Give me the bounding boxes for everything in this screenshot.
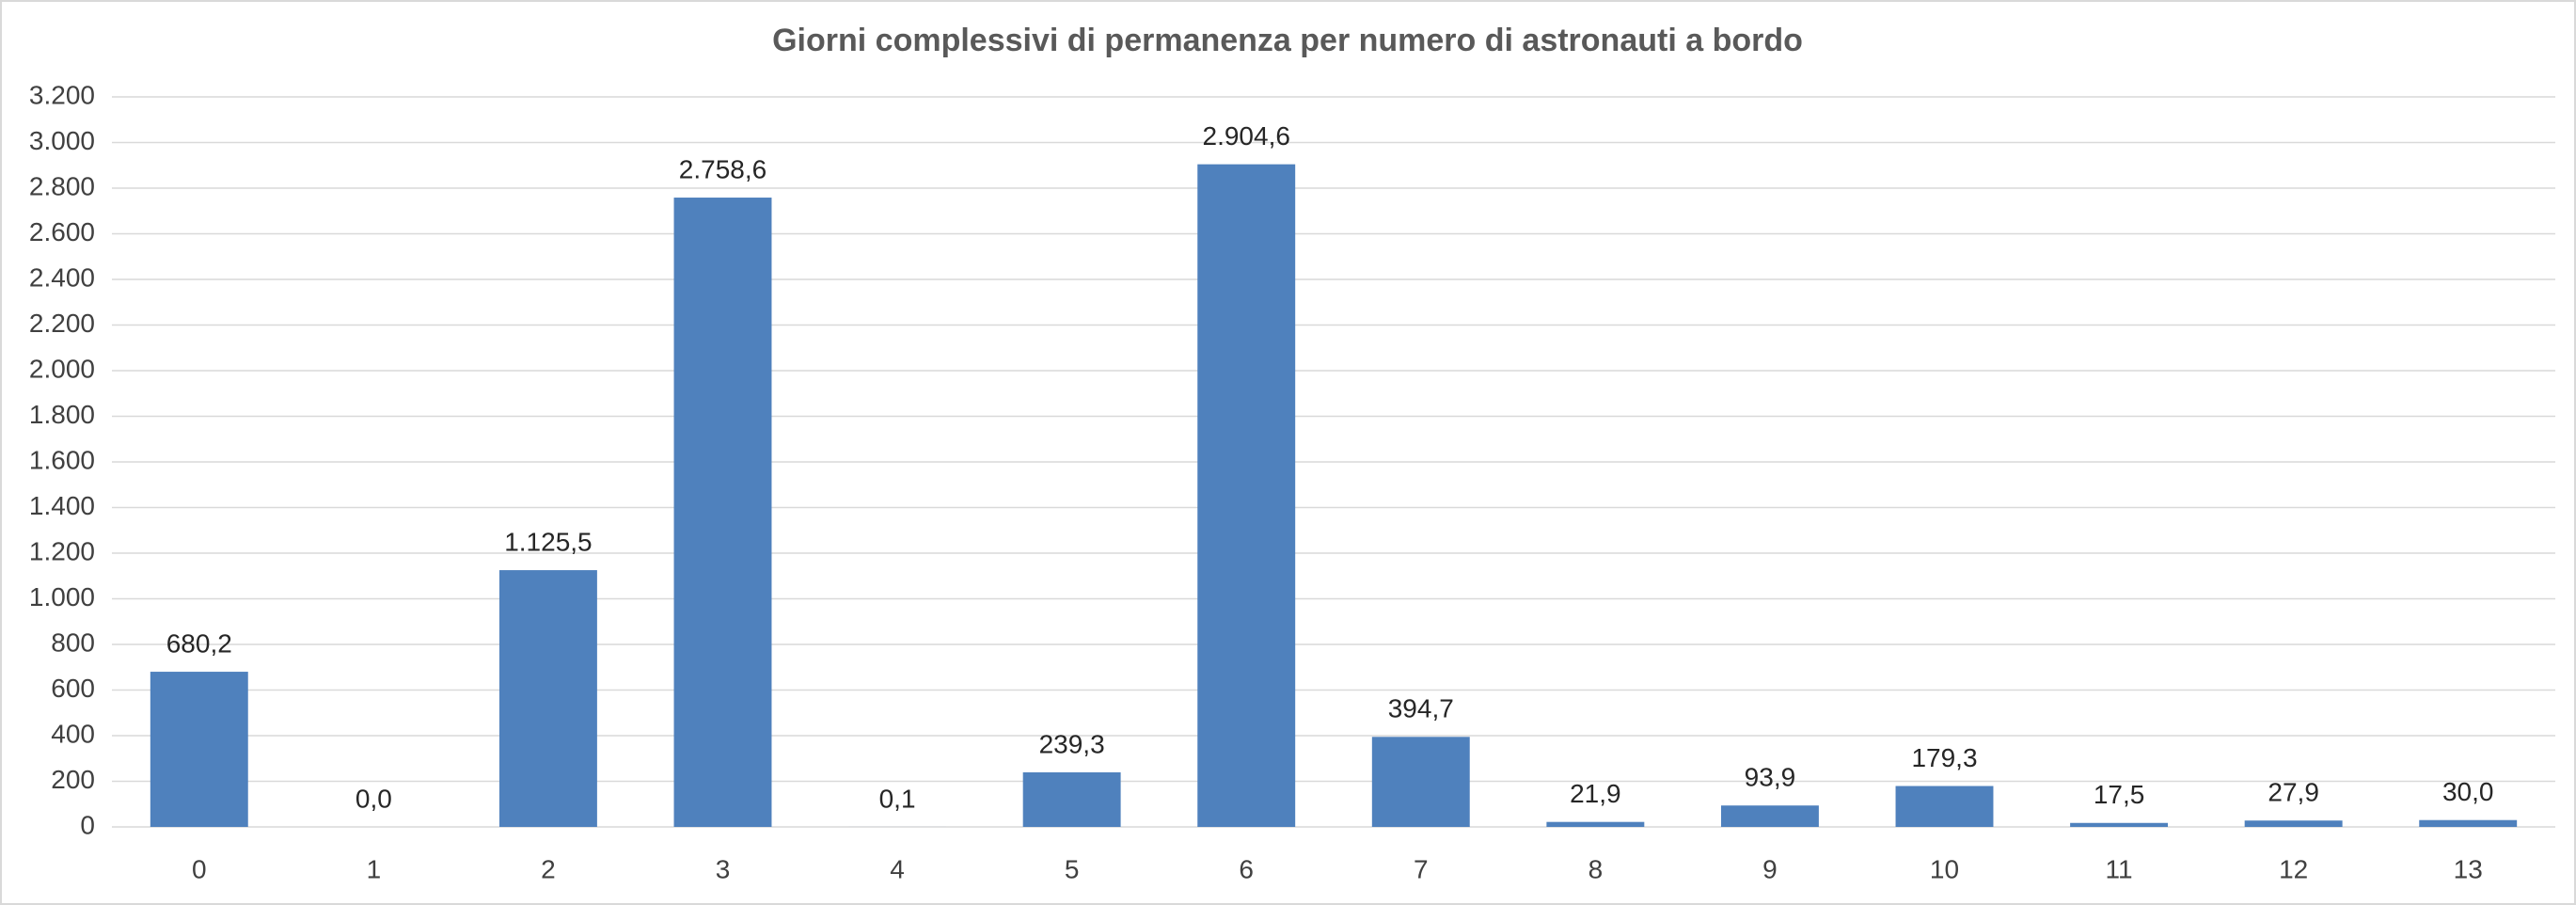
y-tick-label: 2.400	[29, 262, 95, 292]
bar	[1895, 786, 1994, 827]
data-label: 680,2	[166, 628, 232, 658]
y-tick-label: 3.200	[29, 80, 95, 109]
y-tick-label: 2.200	[29, 309, 95, 338]
y-tick-label: 800	[51, 627, 95, 657]
bar	[2244, 820, 2343, 827]
y-tick-label: 2.000	[29, 354, 95, 383]
y-tick-label: 1.600	[29, 445, 95, 474]
data-label: 30,0	[2442, 777, 2494, 806]
y-tick-label: 600	[51, 674, 95, 703]
bar	[498, 570, 597, 827]
bar	[1022, 771, 1121, 827]
x-tick-label: 13	[2454, 854, 2483, 883]
data-label: 239,3	[1039, 729, 1105, 758]
y-tick-label: 1.000	[29, 582, 95, 611]
y-tick-label: 2.600	[29, 217, 95, 246]
x-tick-label: 11	[2106, 854, 2133, 883]
bar	[1546, 821, 1645, 827]
data-label: 2.758,6	[679, 154, 766, 183]
y-tick-label: 1.200	[29, 536, 95, 565]
y-tick-label: 2.800	[29, 171, 95, 200]
data-label: 93,9	[1745, 763, 1796, 792]
x-tick-label: 9	[1762, 854, 1778, 883]
data-label: 21,9	[1570, 779, 1621, 808]
bar	[2070, 822, 2169, 827]
bar	[150, 672, 248, 827]
y-tick-label: 0	[80, 810, 95, 839]
bar	[1371, 737, 1470, 827]
chart-title: Giorni complessivi di permanenza per num…	[772, 23, 1803, 58]
y-tick-label: 200	[51, 765, 95, 794]
x-tick-label: 8	[1588, 854, 1604, 883]
x-tick-label: 6	[1239, 854, 1254, 883]
data-label: 0,0	[356, 784, 392, 813]
y-tick-label: 1.800	[29, 400, 95, 429]
x-tick-label: 10	[1930, 854, 1959, 883]
bar	[1197, 164, 1296, 827]
x-tick-label: 1	[367, 854, 382, 883]
data-label: 27,9	[2268, 778, 2319, 807]
x-tick-label: 3	[716, 854, 731, 883]
data-label: 2.904,6	[1203, 121, 1290, 151]
data-label: 17,5	[2094, 780, 2145, 809]
bar	[2419, 819, 2518, 827]
data-label: 394,7	[1388, 694, 1454, 723]
data-label: 179,3	[1911, 743, 1977, 772]
x-tick-label: 4	[890, 854, 905, 883]
x-tick-label: 7	[1414, 854, 1429, 883]
data-label: 0,1	[879, 784, 916, 813]
bar	[1720, 805, 1819, 827]
y-tick-label: 3.000	[29, 126, 95, 155]
y-tick-label: 1.400	[29, 491, 95, 520]
x-tick-label: 12	[2279, 854, 2308, 883]
y-tick-label: 400	[51, 719, 95, 748]
bar	[673, 198, 772, 828]
data-label: 1.125,5	[504, 527, 592, 556]
x-tick-label: 0	[192, 854, 207, 883]
x-tick-label: 5	[1065, 854, 1080, 883]
x-tick-label: 2	[541, 854, 556, 883]
